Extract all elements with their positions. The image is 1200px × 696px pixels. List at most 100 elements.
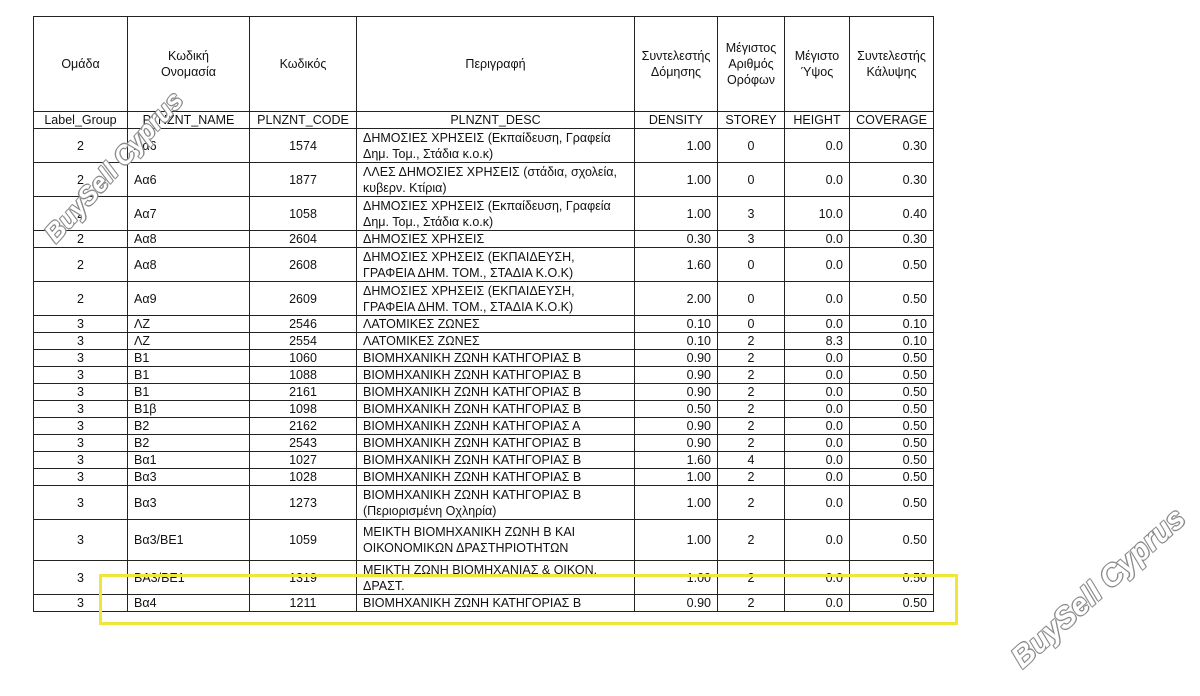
table-cell: 0.50: [849, 349, 934, 367]
table-cell: 0.90: [634, 434, 718, 452]
table-cell: 0.50: [849, 451, 934, 469]
table-cell: ΒΙΟΜΗΧΑΝΙΚΗ ΖΩΝΗ ΚΑΤΗΓΟΡΙΑΣ Β: [356, 434, 635, 452]
table-cell: ΔΗΜΟΣΙΕΣ ΧΡΗΣΕΙΣ (ΕΚΠΑΙΔΕΥΣΗ, ΓΡΑΦΕΙΑ ΔΗ…: [356, 281, 635, 316]
table-cell: 0.0: [784, 128, 850, 163]
table-cell: ΒΙΟΜΗΧΑΝΙΚΗ ΖΩΝΗ ΚΑΤΗΓΟΡΙΑΣ Β: [356, 594, 635, 612]
column-header: Ομάδα: [33, 16, 128, 112]
table-cell: Αα8: [127, 230, 250, 248]
table-cell: 1.00: [634, 468, 718, 486]
table-cell: ΔΗΜΟΣΙΕΣ ΧΡΗΣΕΙΣ (Εκπαίδευση, Γραφεία Δη…: [356, 196, 635, 231]
table-cell: Β1β: [127, 400, 250, 418]
table-cell: 3: [33, 451, 128, 469]
table-cell: 0.50: [849, 468, 934, 486]
table-cell: 0.0: [784, 485, 850, 520]
table-cell: 1059: [249, 519, 357, 561]
table-cell: 1060: [249, 349, 357, 367]
table-cell: ΛΖ: [127, 315, 250, 333]
table-cell: 2162: [249, 417, 357, 435]
table-cell: 0.0: [784, 281, 850, 316]
table-cell: 0.0: [784, 315, 850, 333]
table-cell: ΔΗΜΟΣΙΕΣ ΧΡΗΣΕΙΣ (Εκπαίδευση, Γραφεία Δη…: [356, 128, 635, 163]
table-cell: ΒΙΟΜΗΧΑΝΙΚΗ ΖΩΝΗ ΚΑΤΗΓΟΡΙΑΣ Β: [356, 468, 635, 486]
table-cell: Βα3: [127, 485, 250, 520]
table-cell: 1027: [249, 451, 357, 469]
field-header: DENSITY: [634, 111, 718, 129]
table-cell: 1319: [249, 560, 357, 595]
table-cell: 0: [717, 281, 785, 316]
table-cell: Αα6: [127, 162, 250, 197]
table-cell: 2546: [249, 315, 357, 333]
table-cell: 3: [33, 315, 128, 333]
table-cell: ΛΑΤΟΜΙΚΕΣ ΖΩΝΕΣ: [356, 332, 635, 350]
table-cell: 3: [717, 196, 785, 231]
table-cell: 0.0: [784, 451, 850, 469]
column-header: Κωδικός: [249, 16, 357, 112]
table-cell: 1273: [249, 485, 357, 520]
table-cell: 2.00: [634, 281, 718, 316]
table-cell: ΛΑΤΟΜΙΚΕΣ ΖΩΝΕΣ: [356, 315, 635, 333]
table-cell: ΛΛΕΣ ΔΗΜΟΣΙΕΣ ΧΡΗΣΕΙΣ (στάδια, σχολεία, …: [356, 162, 635, 197]
table-cell: 0.90: [634, 366, 718, 384]
table-cell: 0.0: [784, 247, 850, 282]
table-cell: 2161: [249, 383, 357, 401]
table-row: 3 Βα4 1211 ΒΙΟΜΗΧΑΝΙΚΗ ΖΩΝΗ ΚΑΤΗΓΟΡΙΑΣ Β 0.9…: [33, 594, 934, 612]
table-cell: 1.00: [634, 196, 718, 231]
table-cell: 0.50: [849, 417, 934, 435]
table-cell: 1028: [249, 468, 357, 486]
column-header: Συντελεστής Δόμησης: [634, 16, 718, 112]
table-row: 3 Βα3 1028 ΒΙΟΜΗΧΑΝΙΚΗ ΖΩΝΗ ΚΑΤΗΓΟΡΙΑΣ Β 1.0…: [33, 468, 934, 486]
table-cell: 2: [717, 468, 785, 486]
table-row: 3 Β2 2162 ΒΙΟΜΗΧΑΝΙΚΗ ΖΩΝΗ ΚΑΤΗΓΟΡΙΑΣ Α 0.90…: [33, 417, 934, 435]
table-cell: 3: [33, 519, 128, 561]
table-cell: Βα3: [127, 468, 250, 486]
table-cell: 8.3: [784, 332, 850, 350]
table-cell: 0.90: [634, 594, 718, 612]
table-cell: Β1: [127, 349, 250, 367]
table-row: 2 Αα9 2609 ΔΗΜΟΣΙΕΣ ΧΡΗΣΕΙΣ (ΕΚΠΑΙΔΕΥΣΗ, ΓΡ…: [33, 281, 934, 316]
table-row: 3 Β2 2543 ΒΙΟΜΗΧΑΝΙΚΗ ΖΩΝΗ ΚΑΤΗΓΟΡΙΑΣ Β 0.90…: [33, 434, 934, 452]
table-row: 3 Β1β 1098 ΒΙΟΜΗΧΑΝΙΚΗ ΖΩΝΗ ΚΑΤΗΓΟΡΙΑΣ Β 0.5…: [33, 400, 934, 418]
table-cell: 2: [717, 594, 785, 612]
highlighted-table-row: 3 Βα3/ΒΕ1 1059 ΜΕΙΚΤΗ ΒΙΟΜΗΧΑΝΙΚΗ ΖΩΝΗ Β ΚΑ…: [33, 519, 934, 561]
table-cell: 1.00: [634, 485, 718, 520]
table-cell: 3: [33, 332, 128, 350]
table-cell: ΒΙΟΜΗΧΑΝΙΚΗ ΖΩΝΗ ΚΑΤΗΓΟΡΙΑΣ Β: [356, 349, 635, 367]
field-header: PLNZNT_CODE: [249, 111, 357, 129]
table-cell: 0.0: [784, 434, 850, 452]
table-cell: Αα9: [127, 281, 250, 316]
table-cell: 0.0: [784, 162, 850, 197]
table-cell: ΔΗΜΟΣΙΕΣ ΧΡΗΣΕΙΣ: [356, 230, 635, 248]
table-cell: 10.0: [784, 196, 850, 231]
table-cell: 0.50: [849, 247, 934, 282]
table-cell: 0.50: [849, 560, 934, 595]
table-cell: 1574: [249, 128, 357, 163]
table-cell: 1098: [249, 400, 357, 418]
table-cell: 1.00: [634, 128, 718, 163]
table-cell: 2: [717, 349, 785, 367]
table-cell: 3: [33, 417, 128, 435]
table-row: 3 ΛΖ 2546 ΛΑΤΟΜΙΚΕΣ ΖΩΝΕΣ 0.10 0 0.0 0.10: [33, 315, 934, 333]
table-cell: 2: [717, 434, 785, 452]
table-cell: 1877: [249, 162, 357, 197]
table-row: 3 Β1 1060 ΒΙΟΜΗΧΑΝΙΚΗ ΖΩΝΗ ΚΑΤΗΓΟΡΙΑΣ Β 0.90…: [33, 349, 934, 367]
table-cell: 2: [717, 366, 785, 384]
field-header: Label_Group: [33, 111, 128, 129]
table-cell: 0.0: [784, 230, 850, 248]
table-cell: 0.50: [849, 434, 934, 452]
table-cell: 1.60: [634, 451, 718, 469]
field-header: HEIGHT: [784, 111, 850, 129]
table-cell: 0.10: [849, 315, 934, 333]
column-header: Κωδική Ονομασία: [127, 16, 250, 112]
table-cell: 1211: [249, 594, 357, 612]
table-cell: 1.00: [634, 162, 718, 197]
table-cell: ΛΖ: [127, 332, 250, 350]
field-header: PLNZNT_NAME: [127, 111, 250, 129]
table-cell: ΔΗΜΟΣΙΕΣ ΧΡΗΣΕΙΣ (ΕΚΠΑΙΔΕΥΣΗ, ΓΡΑΦΕΙΑ ΔΗ…: [356, 247, 635, 282]
table-row: 3 ΒΑ3/ΒΕ1 1319 ΜΕΙΚΤΗ ΖΩΝΗ ΒΙΟΜΗΧΑΝΙΑΣ & ΟΙ…: [33, 560, 934, 595]
table-cell: 0: [717, 128, 785, 163]
table-cell: 0.0: [784, 349, 850, 367]
table-cell: 2: [33, 281, 128, 316]
table-cell: 0.50: [849, 594, 934, 612]
table-cell: 0.90: [634, 417, 718, 435]
table-cell: 4: [717, 451, 785, 469]
